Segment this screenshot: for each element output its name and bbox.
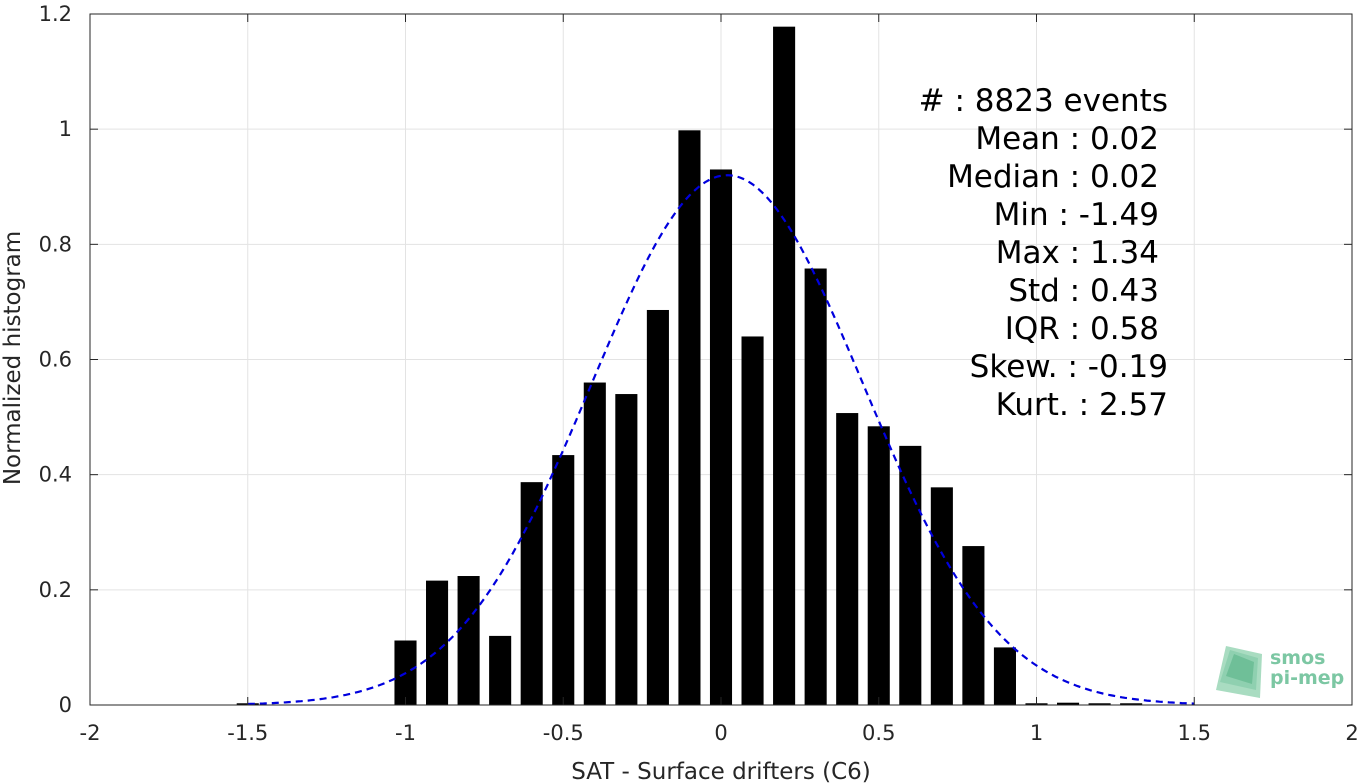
stat-kurtosis: Kurt. : 2.57 xyxy=(996,387,1168,423)
histogram-bar xyxy=(457,576,480,705)
statistics-box: # : 8823 events Mean : 0.02 Median : 0.0… xyxy=(919,83,1168,423)
y-tick-label: 0 xyxy=(59,693,72,717)
histogram-bar xyxy=(899,445,922,705)
stat-max: Max : 1.34 xyxy=(996,235,1159,271)
histogram-bar xyxy=(741,336,764,705)
stat-count: # : 8823 events xyxy=(919,83,1168,119)
y-tick-label: 1 xyxy=(59,117,72,141)
x-tick-label: 0.5 xyxy=(862,721,895,745)
histogram-bar xyxy=(615,394,638,705)
histogram-bar xyxy=(426,580,449,705)
axes xyxy=(89,13,1353,706)
tick-labels: -2 -1.5 -1 -0.5 0 0.5 1 1.5 2 0 0.2 0.4 0.6 0.8 1 1.2 xyxy=(39,2,1359,745)
y-tick-label: 0.4 xyxy=(39,463,72,487)
histogram-bar xyxy=(1057,702,1080,705)
gaussian-fit xyxy=(247,174,1195,706)
y-axis-label: Normalized histogram xyxy=(0,231,26,485)
histogram-bar xyxy=(993,647,1016,705)
stat-iqr: IQR : 0.58 xyxy=(1005,311,1159,347)
histogram-bar xyxy=(962,546,985,705)
histogram-bar xyxy=(583,382,606,705)
histogram-bar xyxy=(709,169,733,706)
y-tick-label: 0.6 xyxy=(39,348,72,372)
histogram-bar xyxy=(520,482,543,705)
stat-median: Median : 0.02 xyxy=(947,159,1159,195)
histogram-bar xyxy=(930,487,953,705)
stat-mean: Mean : 0.02 xyxy=(975,121,1159,157)
stat-min: Min : -1.49 xyxy=(994,197,1159,233)
x-tick-label: -0.5 xyxy=(543,721,584,745)
histogram-bar xyxy=(867,426,890,705)
x-axis-label: SAT - Surface drifters (C6) xyxy=(571,759,871,784)
logo-text-line1: smos xyxy=(1270,647,1325,669)
logo-text-line2: pi-mep xyxy=(1270,667,1344,689)
histogram-bar xyxy=(678,130,701,705)
x-tick-label: -2 xyxy=(80,721,101,745)
histogram-bar xyxy=(1088,703,1111,705)
histogram-bar xyxy=(1120,703,1143,705)
x-tick-label: 1 xyxy=(1030,721,1043,745)
x-tick-label: -1.5 xyxy=(227,721,268,745)
histogram-bars xyxy=(236,26,1143,706)
y-tick-label: 0.2 xyxy=(39,578,72,602)
histogram-bar xyxy=(489,635,512,705)
gaussian-fit-curve xyxy=(247,174,1195,706)
histogram-bar xyxy=(646,309,669,705)
stat-skewness: Skew. : -0.19 xyxy=(970,349,1168,385)
y-tick-label: 0.8 xyxy=(39,232,72,256)
x-tick-label: 1.5 xyxy=(1178,721,1211,745)
smos-pi-mep-logo: smos pi-mep xyxy=(1216,646,1344,698)
x-tick-label: 0 xyxy=(714,721,727,745)
stat-std: Std : 0.43 xyxy=(1008,273,1159,309)
histogram-bar xyxy=(836,413,859,705)
histogram-bar xyxy=(552,455,575,705)
x-tick-label: -1 xyxy=(395,721,416,745)
logo-mark-icon xyxy=(1216,646,1262,698)
y-tick-label: 1.2 xyxy=(39,2,72,26)
x-tick-label: 2 xyxy=(1345,721,1358,745)
histogram-bar xyxy=(773,26,796,705)
histogram-bar xyxy=(804,268,827,705)
